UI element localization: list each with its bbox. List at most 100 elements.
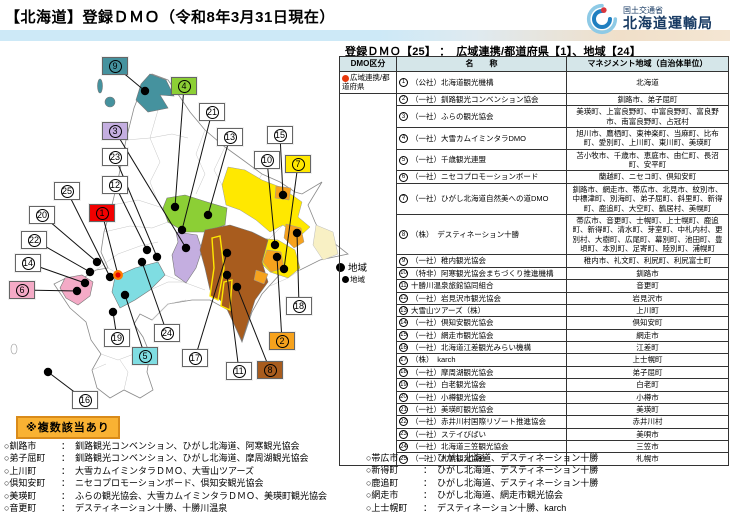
region-location-dot [203, 210, 213, 220]
region-location-dot [108, 307, 118, 317]
map-label-number: 15 [273, 128, 287, 142]
dmo-name-cell: 11 十勝川温泉旅館協同組合 [396, 279, 567, 293]
management-area-cell: 弟子屈町 [566, 365, 729, 380]
colon: ： [423, 477, 433, 488]
city-dmo-row: ○上士幌町 ： デスティネーション十勝、karch [366, 502, 598, 514]
city-dmo-row: ○帯広市 ： ひがし北海道、デスティネーション十勝 [366, 452, 598, 464]
table-row: 22 （一社）赤井川村国際リゾート推進協会 赤井川村 [340, 415, 729, 429]
city-name: ○倶知安町 [4, 478, 46, 489]
dmo-name-cell: 5 （一社）千歳観光連盟 [396, 148, 567, 172]
management-area-cell: 美唄市 [566, 427, 729, 442]
dmo-orgs: 釧路観光コンベンション、ひがし北海道、阿寒観光協会 [75, 441, 300, 451]
dmo-orgs: 大雪カムイミンタラＤＭＯ、大雪山ツアーズ [75, 465, 255, 476]
dmo-name-cell: 18 （一社）摩周湖観光協会 [396, 365, 567, 380]
leader-line [141, 261, 168, 334]
map-label-number: 9 [108, 59, 122, 73]
map-label-number: 22 [27, 233, 41, 247]
map-label-number: 1 [95, 206, 109, 220]
table-row: 21 （一社）美瑛町観光協会 美瑛町 [340, 402, 729, 417]
logo-agency-text: 国土交通省 [623, 6, 663, 16]
management-area-cell: 上士幌町 [566, 353, 729, 367]
dmo-name-cell: 20 （一社）小樽観光協会 [396, 390, 567, 404]
region-location-dot [270, 240, 280, 250]
leader-line [226, 274, 240, 372]
management-area-cell: 美瑛町、上富良野町、中富良野町、富良野市、南富良野町、占冠村 [566, 105, 729, 128]
city-name: ○釧路市 [4, 441, 37, 451]
region-location-dot [152, 252, 162, 262]
leader-line [236, 286, 271, 371]
dmo-number-badge: 6 [399, 172, 408, 182]
leader-line [114, 184, 148, 251]
map-label-17: 17 [182, 349, 208, 367]
leader-line [279, 134, 284, 196]
dmo-orgs: ひがし北海道、デスティネーション十勝 [437, 465, 599, 476]
table-row: 11 十勝川温泉旅館協同組合 音更町 [340, 279, 729, 293]
dmo-number-badge: 24 [399, 442, 408, 452]
dmo-name-cell: 1 （公社）北海道観光機構 [396, 71, 567, 94]
leader-line [194, 252, 228, 359]
table-row: 広域連携/都道府県 1 （公社）北海道観光機構 北海道 [339, 71, 729, 94]
dmo-number-badge: 16 [399, 343, 408, 353]
category-region-cell: 地域 [339, 92, 397, 466]
table-row: 19 （一社）白老観光協会 白老町 [340, 378, 729, 392]
table-row: 地域 2 （一社）釧路観光コンベンション協会 釧路市、弟子屈町 [339, 92, 729, 466]
dmo-orgs: ニセコプロモーションボード、倶知安観光協会 [75, 478, 264, 489]
city-name: ○帯広市 [366, 453, 399, 463]
tokachi-highlight-strip [209, 235, 225, 302]
leader-line [283, 163, 299, 270]
dmo-number-badge: 25 [399, 454, 408, 464]
map-label-19: 19 [104, 329, 130, 347]
dmo-number-badge: 22 [399, 417, 408, 427]
region-location-dot [177, 225, 187, 235]
mlit-logo-icon [586, 3, 618, 35]
region-location-dot [72, 286, 82, 296]
map-label-4: 4 [171, 77, 197, 95]
management-area-cell: 網走市 [566, 328, 729, 343]
map-label-number: 12 [108, 178, 122, 192]
dmo-name-cell: 12 （一社）岩見沢市観光協会 [396, 291, 567, 305]
table-row: 6 （一社）ニセコプロモーションボード 蘭越町、ニセコ町、倶知安町 [340, 170, 729, 184]
dmo-number-badge: 2 [399, 94, 408, 104]
city-dmo-row: ○網走市 ： ひがし北海道、網走市観光協会 [366, 489, 598, 501]
region-location-dot [142, 245, 152, 255]
leader-line [181, 111, 213, 231]
dmo-name-cell: 16 （一社）北海道江差観光みらい機構 [396, 340, 567, 355]
category-wide-cell: 広域連携/都道府県 [339, 71, 397, 94]
dmo-number-badge: 21 [399, 405, 408, 415]
dmo-number-badge: 7 [399, 194, 408, 204]
bottom-list-left: ○釧路市 ： 釧路観光コンベンション、ひがし北海道、阿寒観光協会 ○弟子屈町 ： 釧路観光… [4, 440, 327, 514]
dmo-number-badge: 4 [399, 133, 408, 143]
city-dmo-row: ○弟子屈町 ： 釧路観光コンベンション、ひがし北海道、摩周湖観光協会 [4, 452, 327, 464]
management-area-cell: 釧路市、弟子屈町 [566, 92, 729, 107]
region-location-dot [85, 267, 95, 277]
header-divider [0, 30, 730, 41]
map-label-25: 25 [54, 182, 80, 200]
col-area: マネジメント地域（自治体単位） [566, 56, 729, 72]
dmo-name-cell: 10 （特非）阿寒観光協会まちづくり推進機構 [396, 266, 567, 281]
map-label-16: 16 [72, 391, 98, 409]
dmo-name-cell: 7 （一社）ひがし北海道自然美への道DMO [396, 182, 567, 215]
table-heading: 登録ＤＭＯ【25】 ： 広域連携/都道府県【1】、地域【24】 [345, 46, 641, 58]
leader-line [174, 85, 185, 208]
city-name: ○網走市 [366, 490, 399, 501]
dmo-number-badge: 3 [399, 112, 408, 121]
map-label-number: 8 [263, 363, 277, 377]
bottom-list-right: ○帯広市 ： ひがし北海道、デスティネーション十勝 ○新得町 ： ひがし北海道、デスティネ… [366, 452, 598, 514]
pref-dot-inner [115, 272, 121, 278]
map-label-number: 10 [260, 153, 274, 167]
map-label-9: 9 [102, 57, 128, 75]
leader-line [207, 136, 231, 216]
region-location-dot [170, 202, 180, 212]
region-location-dot [222, 270, 232, 280]
map-label-number: 25 [60, 184, 74, 198]
table-row: 18 （一社）摩周湖観光協会 弟子屈町 [340, 365, 729, 380]
map-label-1: 1 [89, 204, 115, 222]
dmo-number-badge: 5 [399, 155, 408, 165]
table-row: 25 （一社）札幌観光協会 札幌市 [340, 452, 729, 466]
dmo-number-badge: 8 [399, 230, 408, 240]
dmo-number-badge: 11 [399, 281, 408, 291]
dmo-number-badge: 12 [399, 293, 408, 303]
region-location-dot [80, 278, 90, 288]
dmo-number-badge: 10 [399, 268, 408, 278]
map-label-number: 4 [177, 79, 191, 93]
